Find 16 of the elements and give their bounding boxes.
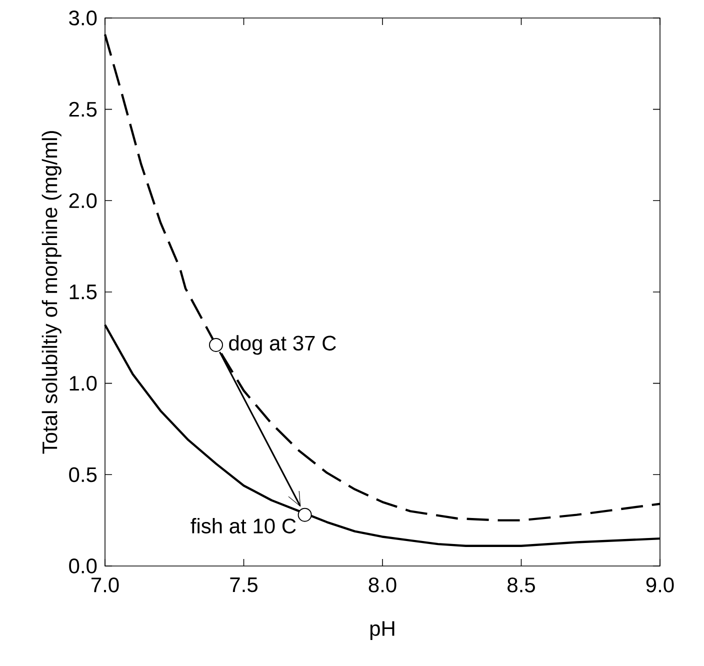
annotation: fish at 10 C	[190, 518, 296, 534]
x-tick-label: 7.0	[91, 578, 119, 592]
y-tick-label: 0.0	[69, 558, 97, 574]
x-tick-label: 8.5	[508, 578, 535, 592]
y-tick-label: 1.5	[70, 284, 97, 300]
y-tick-label: 3.0	[69, 10, 97, 26]
y-tick-label: 1.0	[70, 376, 97, 391]
y-axis-title: Total solubiltiy of morphine (mg/ml)	[42, 131, 62, 454]
annotation: dog at 37 C	[229, 335, 336, 355]
x-tick-label: 7.5	[230, 578, 258, 592]
x-tick-label: 9.0	[646, 578, 674, 592]
y-tick-label: 0.5	[69, 467, 97, 482]
x-axis-title: pH	[370, 621, 394, 640]
y-tick-label: 2.0	[69, 193, 97, 208]
y-tick-label: 2.5	[69, 102, 97, 117]
x-tick-label: 8.0	[368, 578, 396, 592]
